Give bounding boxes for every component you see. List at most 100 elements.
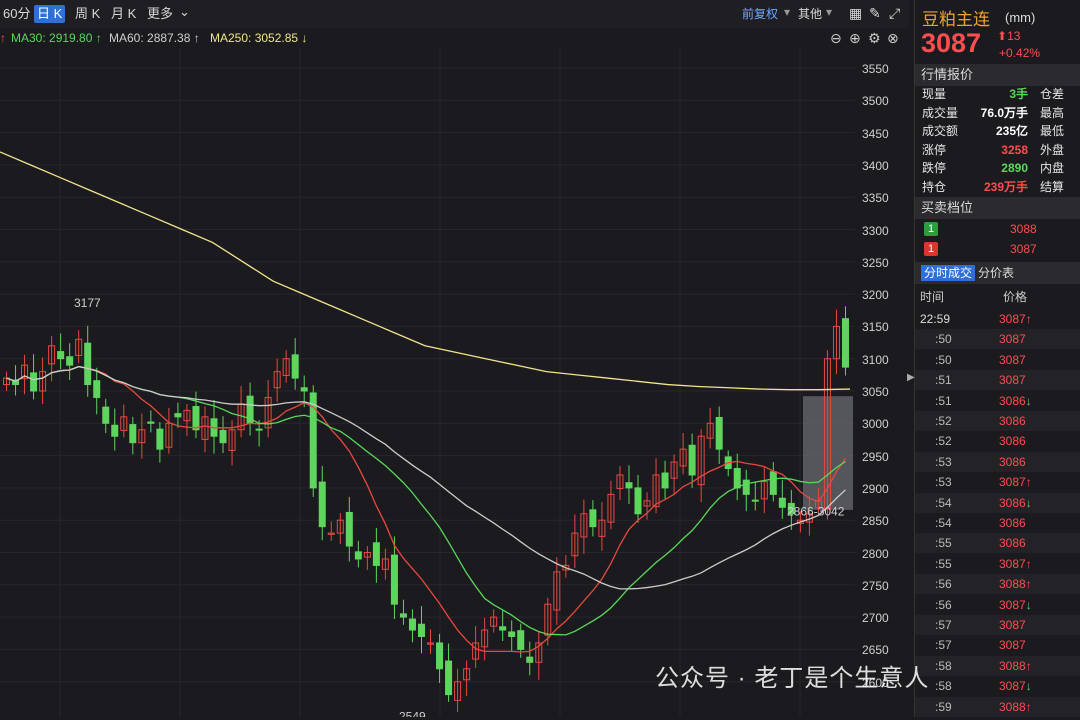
other-select[interactable]: 其他 xyxy=(798,7,823,21)
zoom-out-icon[interactable]: ⊖ xyxy=(830,30,842,46)
candle-body xyxy=(778,497,786,508)
tick-price: 3088↑ xyxy=(999,699,1032,714)
tick-price: 3087 xyxy=(999,352,1026,367)
tick-time: :51 xyxy=(935,393,952,408)
candle-body xyxy=(417,623,425,637)
candle-body xyxy=(192,406,200,431)
tick-row: :53 3087↑ xyxy=(915,472,1080,492)
candle-body xyxy=(733,468,741,489)
chevron-down-icon[interactable]: ▾ xyxy=(826,5,833,19)
tick-row: :52 3086 xyxy=(915,431,1080,451)
fuquan-select[interactable]: 前复权 xyxy=(742,7,779,21)
candle-body xyxy=(201,416,209,440)
quote-label-2: 结算 xyxy=(1040,179,1065,194)
price-change-pct: +0.42% xyxy=(999,46,1041,60)
collapse-arrow-icon[interactable]: ▶ xyxy=(907,372,915,383)
tick-header-time: 时间 xyxy=(920,290,945,304)
chevron-down-icon[interactable]: ▾ xyxy=(784,5,791,19)
ask-level: 1 3088 xyxy=(922,219,1080,239)
candle-body xyxy=(264,396,272,429)
range-annotation: 2866-3042 xyxy=(787,505,845,519)
tick-time: :51 xyxy=(935,373,952,388)
candle-body xyxy=(291,354,299,379)
gear-icon[interactable]: ⚙ xyxy=(868,30,881,46)
tick-time: :57 xyxy=(935,618,952,632)
y-tick-label: 3250 xyxy=(862,255,889,270)
tick-price: 3087 xyxy=(999,618,1026,632)
y-tick-label: 3300 xyxy=(862,223,889,238)
tab-weekly[interactable]: 周 K xyxy=(75,6,101,21)
candle-body xyxy=(679,448,687,467)
kline-chart[interactable]: 3177 2549 2866-3042 xyxy=(0,48,909,720)
candle-body xyxy=(553,571,561,611)
period-toolbar: 60分 日 K 周 K 月 K 更多 ⌄ 前复权 ▾ 其他 ▾ ▦ ✎ ⤢ xyxy=(0,0,909,29)
candle-body xyxy=(823,358,831,510)
tick-time: :56 xyxy=(935,577,952,592)
tick-row: :55 3086 xyxy=(915,533,1080,554)
ma-lead-arrow: ↑ xyxy=(0,31,6,45)
quote-value: 3手 xyxy=(1009,87,1028,101)
y-tick-label: 2900 xyxy=(862,481,889,496)
candle-body xyxy=(111,424,119,437)
ma250-line xyxy=(0,151,851,391)
tick-price: 3087 xyxy=(999,373,1026,388)
y-tick-label: 2700 xyxy=(862,611,889,626)
quote-row: 跌停 2890 内盘 xyxy=(922,159,1080,177)
tick-time: :57 xyxy=(935,638,952,653)
candle-body xyxy=(174,413,182,418)
quote-label: 现量 xyxy=(922,87,947,101)
tick-price: 3087↑ xyxy=(999,475,1032,490)
pen-icon[interactable]: ✎ xyxy=(869,5,881,21)
candle-body xyxy=(75,338,83,356)
close-icon[interactable]: ⊗ xyxy=(887,30,899,46)
candle-body xyxy=(463,668,471,681)
tab-more[interactable]: 更多 xyxy=(147,6,174,21)
tick-time: :54 xyxy=(935,495,952,510)
candle-body xyxy=(129,424,137,444)
candle-body xyxy=(399,613,407,618)
candle-body xyxy=(102,406,110,424)
candle-body xyxy=(481,629,489,648)
tick-row: :58 3087↓ xyxy=(915,676,1080,696)
expand-icon[interactable]: ⤢ xyxy=(889,5,901,21)
candle-body xyxy=(598,519,606,537)
y-tick-label: 2600 xyxy=(862,675,889,690)
quote-value: 2890 xyxy=(1001,161,1028,175)
tick-row: 22:59 3087↑ xyxy=(915,309,1080,329)
tick-time: :55 xyxy=(935,536,952,551)
tick-row: :59 3088↑ xyxy=(915,696,1080,717)
tick-price: 3087 xyxy=(999,638,1026,653)
quote-label: 持仓 xyxy=(922,179,947,194)
chevron-down-icon[interactable]: ⌄ xyxy=(179,4,190,19)
candle-body xyxy=(66,356,74,366)
tab-monthly[interactable]: 月 K xyxy=(111,6,137,21)
candle-body xyxy=(706,422,714,439)
tick-price: 3087↑ xyxy=(999,556,1032,571)
y-tick-label: 3400 xyxy=(862,158,889,173)
zoom-in-icon[interactable]: ⊕ xyxy=(849,30,861,46)
candle-body xyxy=(625,482,633,489)
candle-body xyxy=(228,429,236,451)
tab-tick-trades[interactable]: 分时成交 xyxy=(921,265,976,281)
tab-daily[interactable]: 日 K xyxy=(34,5,66,23)
candle-body xyxy=(318,481,326,528)
tick-time: :55 xyxy=(935,556,952,571)
candle-body xyxy=(607,493,615,523)
tab-60min[interactable]: 60分 xyxy=(3,6,31,21)
y-tick-label: 3450 xyxy=(862,126,889,141)
candle-body xyxy=(535,642,543,663)
grid-icon[interactable]: ▦ xyxy=(849,5,863,21)
candle-body xyxy=(300,387,308,392)
tick-row: :51 3087 xyxy=(915,370,1080,391)
tick-time: :52 xyxy=(935,414,952,428)
tick-row: :55 3087↑ xyxy=(915,554,1080,574)
arrow-up-icon: ↑ xyxy=(1025,658,1032,673)
quote-label: 涨停 xyxy=(922,142,947,157)
arrow-up-icon: ↑ xyxy=(1025,556,1032,571)
candle-body xyxy=(381,558,389,570)
tick-price: 3088↑ xyxy=(999,577,1032,592)
quote-row: 成交量 76.0万手 最高 xyxy=(922,104,1080,122)
tab-price-table[interactable]: 分价表 xyxy=(978,266,1015,280)
candle-body xyxy=(589,509,597,528)
y-tick-label: 3050 xyxy=(862,385,889,399)
